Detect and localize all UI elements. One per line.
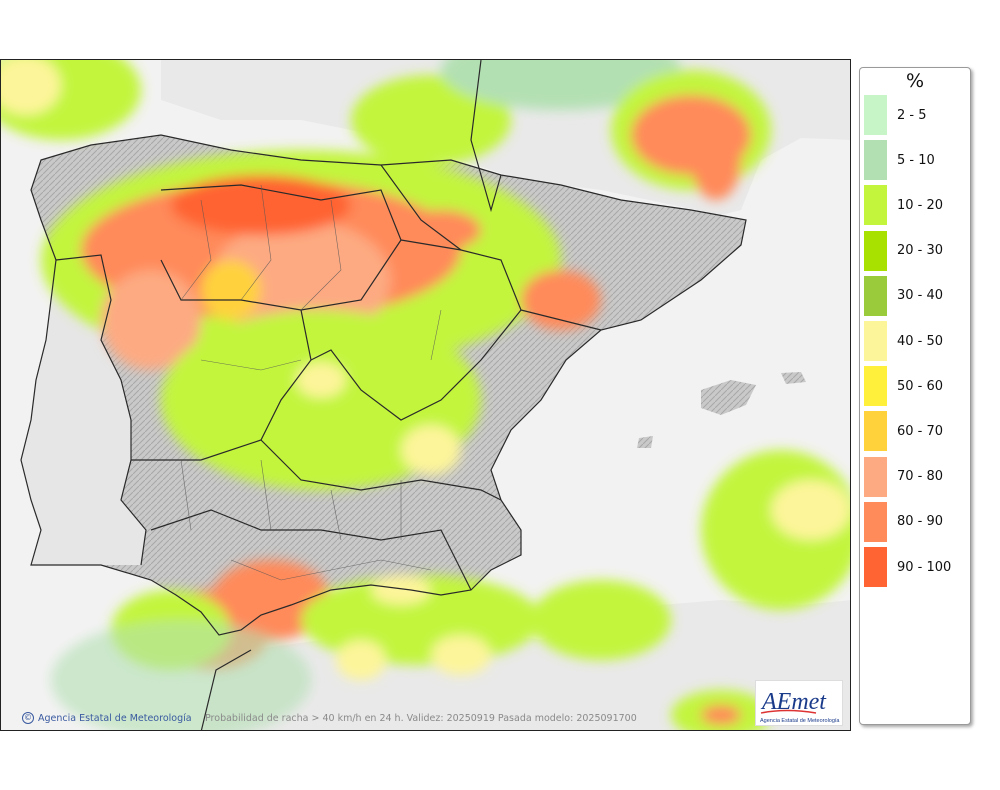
legend-swatch [864,275,887,316]
legend-item: 50 - 60 [864,366,944,407]
legend-label: 80 - 90 [897,514,944,530]
legend-label: 20 - 30 [897,243,944,259]
legend-label: 2 - 5 [897,107,927,123]
legend-swatch [864,366,887,407]
legend-swatch [864,321,887,361]
portugal-land [21,255,146,565]
aemet-logo-mark: AEmet Agencia Estatal de Meteorología [760,689,840,724]
legend-label: 90 - 100 [897,559,952,575]
legend-label: 10 - 20 [897,197,944,213]
legend-swatch [864,140,887,181]
legend-item: 60 - 70 [864,411,944,452]
legend-title: % [905,70,925,92]
legend-swatch [864,456,887,497]
legend-swatch [864,185,887,226]
legend-label: 30 - 40 [897,288,944,304]
legend-label: 60 - 70 [897,423,944,439]
svg-text:Agencia Estatal de Meteorologí: Agencia Estatal de Meteorología [760,718,840,724]
legend-label: 50 - 60 [897,378,944,394]
legend-swatch [864,547,887,587]
legend-swatch [864,501,887,542]
legend-swatch [864,230,887,271]
probability-map [1,60,850,730]
probability-fields [1,60,850,730]
legend-label: 40 - 50 [897,333,944,349]
map-panel [0,59,851,731]
legend-item: 70 - 80 [864,456,944,497]
aemet-logo: AEmet Agencia Estatal de Meteorología [755,680,843,726]
credit: © Agencia Estatal de Meteorología [22,712,192,724]
legend-item: 5 - 10 [864,140,935,181]
legend-item: 40 - 50 [864,321,943,361]
legend-item: 2 - 5 [864,95,927,135]
legend-item: 10 - 20 [864,185,944,226]
map-caption: Probabilidad de racha > 40 km/h en 24 h.… [205,713,637,724]
borders [20,60,747,730]
legend-swatch [864,95,887,135]
credit-text: Agencia Estatal de Meteorología [38,712,192,724]
province-borders [180,184,442,581]
legend-label: 70 - 80 [897,469,944,485]
copyright-icon: © [22,712,34,724]
legend-item: 30 - 40 [864,275,944,316]
legend-item: 90 - 100 [864,547,951,587]
legend-item: 80 - 90 [864,501,944,542]
legend-label: 5 - 10 [897,152,935,168]
legend: % 2 - 5 5 - 10 10 - 20 20 - 30 30 - 40 40 - 5… [859,67,971,725]
legend-item: 20 - 30 [864,230,944,271]
legend-swatch [864,411,887,452]
balearic-islands [637,372,806,448]
